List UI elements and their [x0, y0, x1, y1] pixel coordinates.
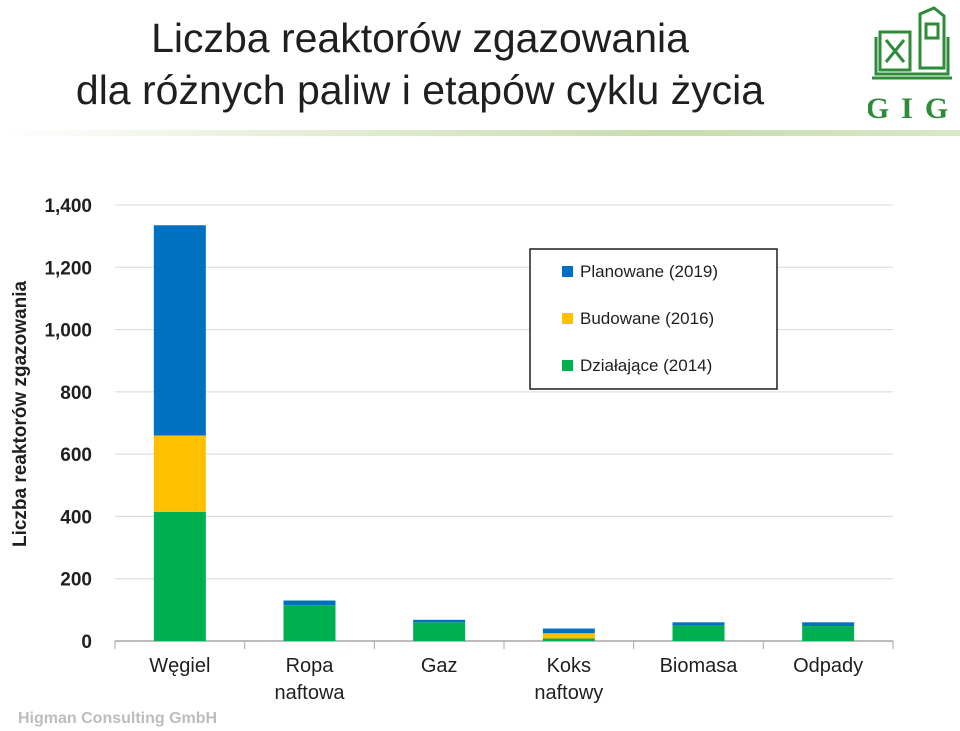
- logo-emblem-icon: [872, 6, 952, 80]
- title-line-2: dla różnych paliw i etapów cyklu życia: [75, 67, 765, 113]
- bar-segment: [542, 628, 595, 634]
- y-axis-label: Liczba reaktorów zgazowania: [10, 281, 31, 547]
- bar-segment: [802, 622, 855, 627]
- bar-segment: [283, 605, 336, 641]
- legend-label: Działające (2014): [580, 356, 712, 375]
- y-axis-ticks: 0 200 400 600 800 1,000 1,200 1,400: [44, 196, 92, 653]
- legend-swatch: [562, 266, 573, 277]
- grid-lines: [114, 204, 894, 649]
- x-tick-label: Ropa: [286, 655, 335, 677]
- x-tick-label: Koks: [547, 655, 591, 677]
- bar-segment: [413, 622, 466, 641]
- y-tick-label: 0: [81, 632, 92, 653]
- bar-segment: [153, 435, 206, 512]
- y-tick-label: 600: [60, 445, 92, 466]
- x-tick-label: Gaz: [421, 655, 458, 677]
- x-tick-label: Odpady: [793, 655, 863, 677]
- bar-segment: [672, 625, 725, 641]
- y-tick-label: 1,000: [44, 321, 92, 342]
- bar-segment: [283, 600, 336, 606]
- bar-segment: [413, 619, 466, 623]
- y-tick-label: 1,200: [44, 258, 92, 279]
- legend: Planowane (2019) Budowane (2016) Działając…: [529, 248, 778, 390]
- logo-text: GIG: [868, 92, 958, 125]
- bar-segment: [542, 638, 595, 641]
- x-tick-label: naftowa: [274, 682, 345, 704]
- x-tick-label: Biomasa: [660, 655, 739, 677]
- y-tick-label: 400: [60, 507, 92, 528]
- title-divider: [0, 130, 960, 136]
- bar-segment: [542, 633, 595, 639]
- y-tick-label: 1,400: [44, 196, 92, 217]
- bars: [153, 225, 855, 641]
- legend-swatch: [562, 360, 573, 371]
- bar-segment: [802, 626, 855, 641]
- x-axis-labels: Węgiel Ropa naftowa Gaz Koks naftowy Biomasa Od…: [149, 655, 863, 704]
- bar-segment: [153, 511, 206, 641]
- gig-logo: GIG: [868, 6, 958, 125]
- y-tick-label: 800: [60, 383, 92, 404]
- bar-segment: [672, 622, 725, 626]
- slide-title: Liczba reaktorów zgazowania dla różnych …: [20, 12, 820, 116]
- bar-chart: 0 200 400 600 800 1,000 1,200 1,400 Węgiel Ropa n…: [10, 196, 894, 704]
- title-line-1: Liczba reaktorów zgazowania: [151, 15, 689, 61]
- bar-segment: [153, 225, 206, 436]
- legend-label: Planowane (2019): [580, 262, 718, 281]
- x-tick-label: naftowy: [534, 682, 603, 704]
- x-tick-label: Węgiel: [149, 655, 210, 677]
- y-tick-label: 200: [60, 570, 92, 591]
- legend-swatch: [562, 313, 573, 324]
- footer-credit: Higman Consulting GmbH: [18, 710, 218, 727]
- legend-label: Budowane (2016): [580, 309, 714, 328]
